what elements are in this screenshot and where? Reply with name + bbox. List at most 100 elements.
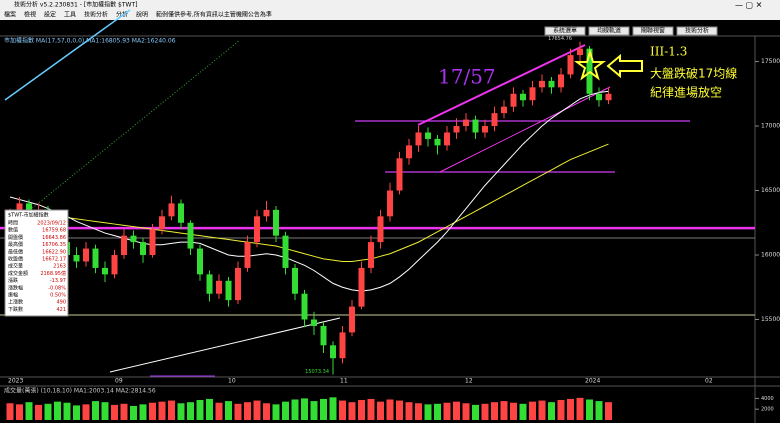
candle-body [292, 267, 298, 294]
volume-bar [405, 402, 413, 420]
volume-bar [82, 404, 90, 420]
candle-body [406, 145, 412, 159]
candle-body [339, 332, 346, 359]
toolbar-button[interactable] [676, 26, 718, 36]
volume-bar [6, 403, 14, 420]
info-value: 2163 [53, 264, 66, 270]
volume-bar [234, 403, 242, 420]
volume-bar [301, 398, 308, 420]
info-label: 漲跌 [8, 277, 18, 284]
window-controls[interactable]: — ▢ ✕ [735, 1, 762, 10]
candle-body [368, 242, 374, 268]
candle-body [263, 209, 270, 217]
volume-bar [453, 401, 460, 420]
candle-body [396, 158, 403, 191]
candle-body [149, 229, 156, 256]
volume-bar [130, 405, 137, 420]
peak-label: 17654.76 [548, 36, 572, 42]
toolbar-button[interactable] [632, 26, 674, 36]
info-value: 0.50% [50, 293, 66, 299]
candle-body [197, 248, 203, 275]
info-panel [4, 209, 69, 317]
info-value: 490 [56, 300, 66, 306]
volume-bar [35, 404, 42, 420]
moving-average [9, 143, 609, 262]
volume-bar [187, 402, 194, 420]
y-tick-label: 2000 [761, 407, 774, 413]
volume-bar [434, 403, 441, 420]
chart-header: 市加權指數 MA(17,57,0,0,0) MA1:16805.93 MA2:1… [4, 37, 176, 45]
volume-bar [510, 402, 517, 420]
volume-bar [16, 404, 23, 420]
y-tick-label: 17500 [761, 58, 780, 65]
toolbar-button[interactable] [588, 26, 630, 36]
volume-bar [320, 398, 327, 420]
candle-body [529, 87, 536, 101]
candle-body [463, 119, 469, 127]
menu-item[interactable]: 檔案 [4, 11, 16, 19]
menu-item[interactable]: 分析 [116, 11, 128, 19]
volume-bar [263, 403, 270, 420]
candle-body [73, 255, 80, 262]
menu-item[interactable]: 說明 [136, 11, 148, 19]
volume-bar [576, 397, 584, 420]
info-label: 時間 [8, 221, 18, 227]
button-label: 關聯視窗 [641, 27, 665, 35]
info-value: 16672.17 [42, 257, 66, 263]
info-label: 開盤價 [8, 234, 23, 241]
volume-bar [272, 404, 280, 420]
candle-body [168, 203, 175, 217]
button-label: 均線軌道 [597, 27, 621, 35]
volume-bar [44, 403, 52, 420]
candle-body [605, 93, 612, 101]
info-label: 成交金額 [8, 270, 28, 277]
menu-item[interactable]: 範例僅供參考,所有資訊以主管機關公告為準 [156, 11, 272, 19]
button-label: 技術分析 [685, 27, 709, 35]
candle-body [140, 242, 146, 256]
moving-average [9, 90, 609, 292]
x-tick-label: 09 [115, 378, 123, 385]
menu-item[interactable]: 檢視 [24, 11, 36, 19]
menu-item[interactable]: 工具 [64, 12, 76, 19]
candle-body [111, 255, 118, 275]
volume-bar [120, 403, 128, 420]
volume-bar [225, 401, 232, 420]
candle-body [273, 209, 279, 236]
volume-bar [462, 403, 470, 420]
candle-body [434, 138, 441, 146]
volume-plot: 2000 4000 [6, 396, 774, 420]
x-tick-label: 12 [465, 378, 473, 385]
candle-body [548, 80, 555, 88]
volume-bar [244, 402, 251, 420]
window-title: 技術分析 v5.2.230831 - [市加權指數 $TWT] [14, 1, 137, 9]
info-value: -0.08% [48, 285, 66, 291]
toolbar-button[interactable] [544, 26, 586, 36]
candle-body [235, 267, 241, 301]
volume-bar [282, 401, 289, 420]
candle-body [415, 132, 422, 146]
info-value: 16706.35 [42, 242, 66, 248]
candle-body [539, 80, 545, 88]
candle-body [520, 93, 526, 101]
candle-body [311, 319, 317, 326]
candle-body [491, 113, 498, 127]
candle-body [567, 55, 574, 75]
volume-bar [348, 402, 356, 420]
candle-body [187, 222, 194, 249]
candle-body [330, 345, 336, 359]
menu-item[interactable]: 設定 [44, 11, 56, 19]
menu-bar [0, 10, 780, 20]
candle-body [358, 267, 365, 307]
candle-body [216, 280, 222, 294]
candle-body [225, 280, 232, 301]
volume-bar [177, 403, 185, 420]
volume-bar [111, 404, 118, 420]
menu-item[interactable]: 技術分析 [84, 11, 108, 19]
volume-bar [73, 405, 80, 420]
volume-bar [605, 402, 612, 420]
volume-bar [206, 398, 213, 420]
y-tick-label: 15500 [761, 316, 780, 323]
volume-bar [310, 401, 318, 420]
